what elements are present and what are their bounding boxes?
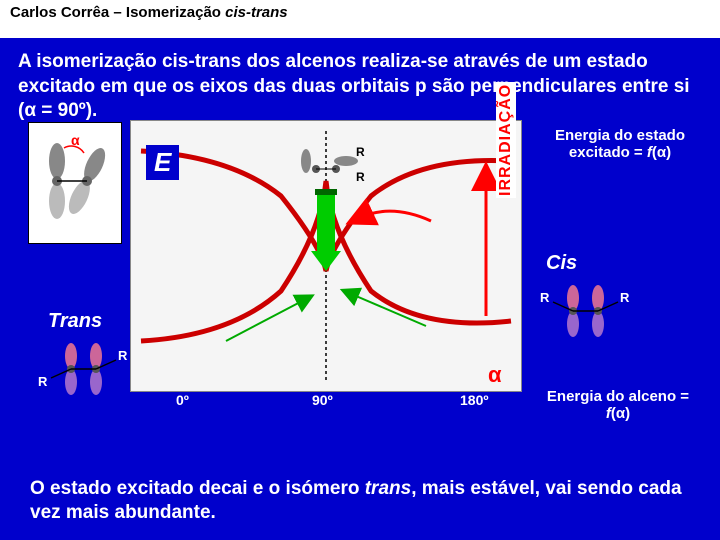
- conclusion-italic: trans: [365, 478, 411, 499]
- label-energia-excitado: Energia do estado excitado = f(α): [528, 125, 712, 163]
- green-arrow-right: [349, 293, 426, 326]
- xtick-180: 180º: [460, 392, 488, 408]
- author-name: Carlos Corrêa: [10, 4, 109, 21]
- alpha-symbol: α: [71, 132, 80, 148]
- trans-R1: R: [118, 348, 128, 363]
- trans-R2: R: [38, 374, 48, 389]
- label-E: E: [146, 145, 179, 180]
- xtick-0: 0º: [176, 392, 189, 408]
- label-energia-alceno: Energia do alceno = f(α): [533, 388, 703, 422]
- R-label-2: R: [356, 170, 365, 184]
- cis-R2: R: [540, 290, 550, 305]
- R-label-1: R: [356, 145, 365, 159]
- trans-orbital-svg: R R: [36, 338, 146, 403]
- header-text: Carlos Corrêa – Isomerização cis-trans: [10, 4, 288, 21]
- chart-svg: R R: [131, 121, 521, 391]
- energia-excitado-arg: (α): [652, 144, 671, 161]
- label-irradiacao: IRRADIAÇÃO: [496, 82, 516, 198]
- intro-text: A isomerização cis-trans dos alcenos rea…: [0, 40, 720, 130]
- xtick-90: 90º: [312, 392, 333, 408]
- conclusion-p1: O estado excitado decai e o isómero: [30, 478, 365, 499]
- green-arrow-head: [311, 251, 341, 271]
- green-arrow-top: [315, 189, 337, 195]
- trans-orbital-icon: R R: [36, 338, 136, 398]
- conclusion-text: O estado excitado decai e o isómero tran…: [30, 477, 690, 526]
- label-cis: Cis: [546, 252, 577, 275]
- cis-orbital-icon: R R: [538, 280, 638, 340]
- orbital-alpha-box: α: [28, 122, 122, 244]
- red-arrow-curve: [359, 211, 431, 221]
- alpha-axis-label: α: [488, 362, 502, 388]
- topic-italic: cis-trans: [225, 4, 288, 21]
- energy-chart: R R: [130, 120, 522, 392]
- cis-R1: R: [620, 290, 630, 305]
- energia-alceno-prefix: Energia do alceno =: [547, 388, 689, 405]
- cis-orbital-svg: R R: [538, 280, 648, 345]
- label-trans: Trans: [48, 310, 102, 333]
- energia-alceno-arg: (α): [611, 405, 630, 422]
- orbital-top-icon: R R: [301, 145, 365, 184]
- topic-prefix: Isomerização: [126, 4, 225, 21]
- slide-container: Carlos Corrêa – Isomerização cis-trans A…: [0, 0, 720, 540]
- orbital-alpha-svg: α: [29, 123, 121, 243]
- green-arrow-body: [317, 191, 335, 251]
- header-bar: Carlos Corrêa – Isomerização cis-trans: [0, 0, 720, 40]
- header-sep: –: [109, 4, 126, 21]
